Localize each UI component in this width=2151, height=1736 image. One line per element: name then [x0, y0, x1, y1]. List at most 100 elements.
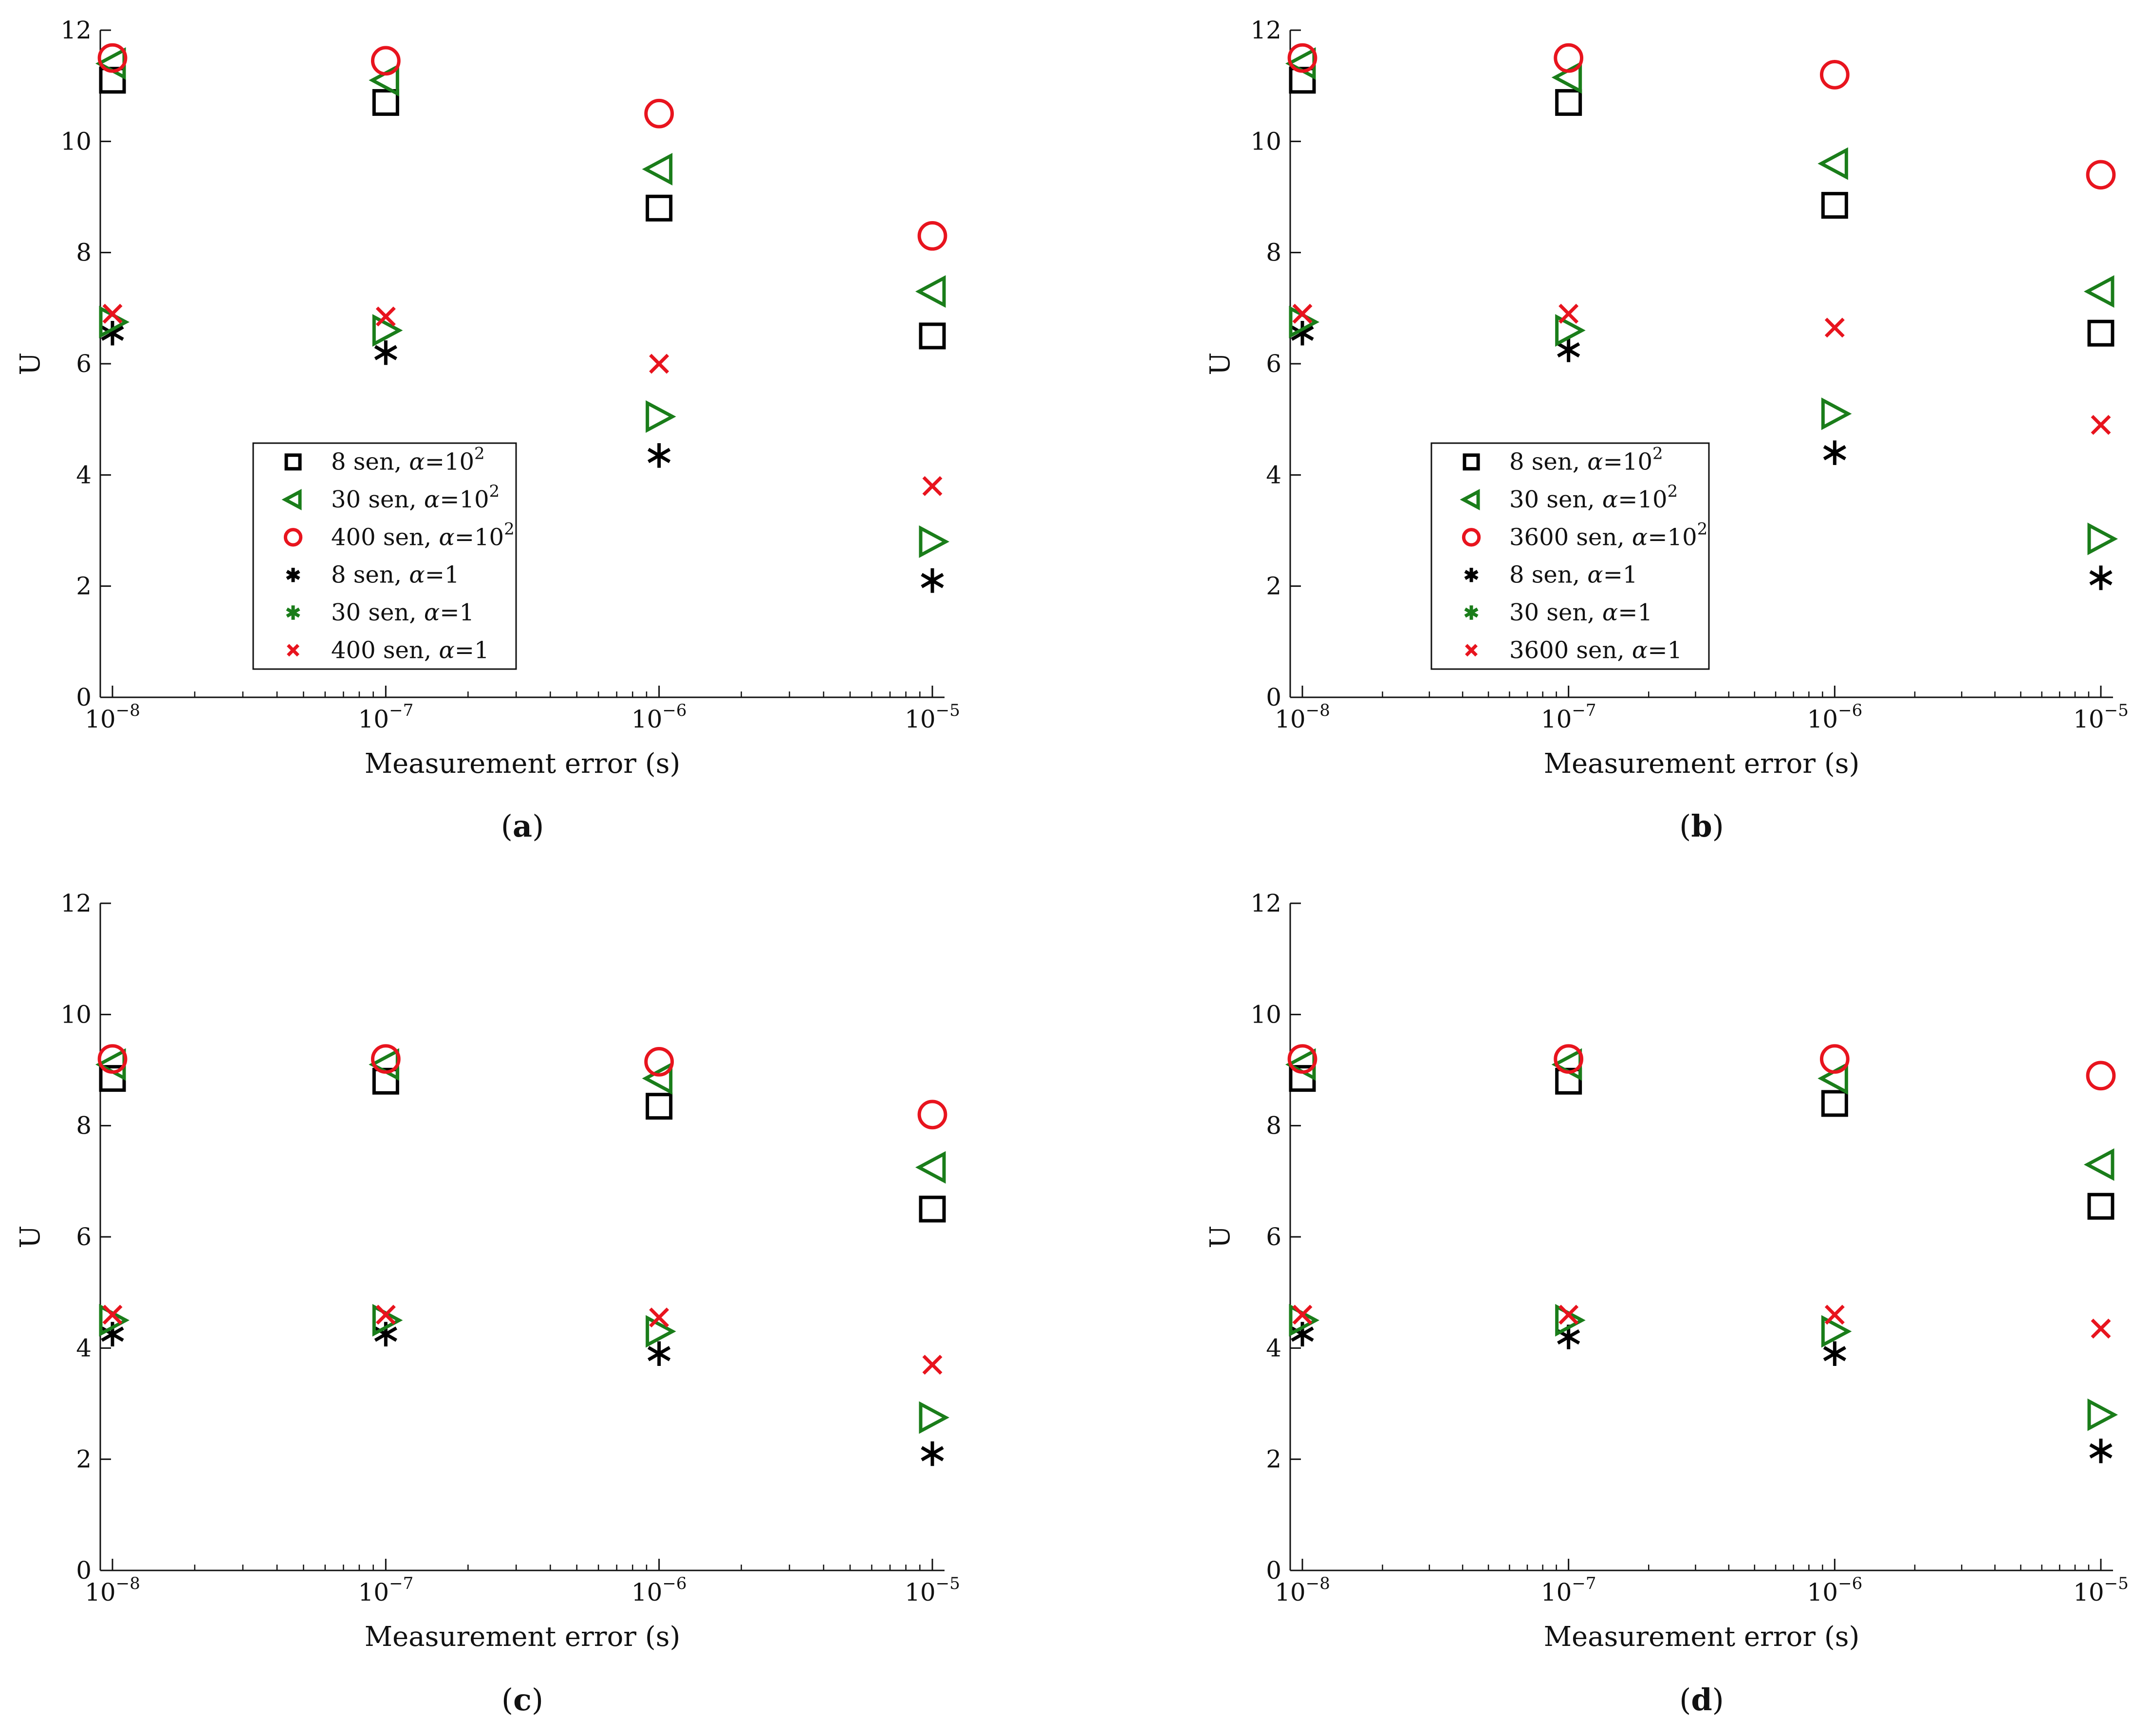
legend-label: 400 sen, α=1 [331, 636, 489, 664]
data-point [649, 354, 669, 374]
data-point [2087, 1398, 2118, 1431]
chart-panel-b: 0 2 4 6 8 10 12 10−8 10−7 10−6 10−5 U Measurement er… [1205, 16, 2129, 844]
y-tick-label: 12 [60, 16, 92, 44]
legend-label: 8 sen, α=102 [331, 444, 485, 476]
legend-label: 8 sen, α=1 [331, 561, 459, 589]
data-point [1817, 147, 1848, 180]
data-point [646, 1093, 673, 1120]
data-point [102, 303, 123, 324]
data-point [2086, 160, 2116, 190]
data-point [2091, 1318, 2111, 1339]
data-point [371, 1044, 401, 1074]
y-axis-label: U [15, 1225, 46, 1248]
legend-marker [287, 644, 299, 657]
y-tick-label: 0 [1266, 1556, 1281, 1585]
x-tick-label: 10−5 [2073, 1574, 2129, 1606]
legend-marker [284, 453, 302, 471]
y-axis-label: U [15, 352, 46, 375]
legend-label: 30 sen, α=1 [1509, 599, 1652, 626]
x-axis-label: Measurement error (s) [365, 748, 681, 780]
legend: 8 sen, α=102 30 sen, α=102 3600 sen, α=102… [1430, 442, 1710, 670]
legend-marker [1464, 605, 1479, 620]
x-axis-label: Measurement error (s) [1544, 1621, 1860, 1653]
y-tick-label: 12 [60, 889, 92, 917]
data-point [375, 1305, 396, 1325]
chart-panel-c: 0 2 4 6 8 10 12 10−8 10−7 10−6 10−5 U Measurement er… [15, 889, 960, 1717]
data-point [1287, 43, 1317, 73]
data-point [95, 1048, 126, 1081]
data-point [1292, 1305, 1313, 1325]
legend-label: 3600 sen, α=1 [1509, 636, 1682, 664]
y-tick-label: 10 [60, 127, 92, 155]
data-point [1821, 397, 1852, 430]
y-tick-label: 0 [76, 683, 92, 711]
x-tick-label: 10−8 [85, 1574, 140, 1606]
data-point [372, 89, 399, 116]
y-tick-label: 6 [76, 1223, 92, 1251]
y-tick-label: 8 [1266, 239, 1281, 267]
data-point [2087, 1193, 2114, 1220]
legend-marker [281, 489, 302, 510]
y-tick-label: 2 [76, 1445, 92, 1474]
data-point [919, 1195, 946, 1223]
data-point [2089, 565, 2113, 590]
panel-label: (d) [1679, 1682, 1724, 1717]
y-tick-label: 4 [1266, 461, 1281, 489]
y-tick-label: 4 [76, 1334, 92, 1362]
data-point [1824, 1305, 1845, 1325]
y-tick-label: 12 [1250, 16, 1281, 44]
y-tick-label: 0 [1266, 683, 1281, 711]
data-point [1555, 314, 1586, 347]
x-tick-label: 10−6 [1807, 701, 1862, 733]
data-point [2087, 523, 2118, 556]
y-tick-label: 4 [1266, 1334, 1281, 1362]
legend-marker [1463, 453, 1480, 471]
y-tick-label: 6 [76, 350, 92, 378]
y-axis-label: U [1205, 1225, 1236, 1248]
data-point [1821, 1090, 1848, 1117]
y-tick-label: 10 [1250, 1000, 1281, 1028]
data-point [1287, 1044, 1317, 1074]
legend-label: 30 sen, α=102 [1509, 482, 1678, 513]
data-point [375, 306, 396, 327]
x-tick-label: 10−6 [1807, 1574, 1862, 1606]
legend-box [1430, 442, 1710, 670]
x-tick-label: 10−6 [631, 701, 687, 733]
y-tick-label: 2 [1266, 572, 1281, 600]
data-point [1289, 67, 1316, 94]
data-point [102, 1305, 123, 1325]
data-point [369, 1048, 399, 1081]
data-point [649, 1307, 669, 1328]
legend: 8 sen, α=102 30 sen, α=102 400 sen, α=102 8… [252, 442, 517, 670]
data-point [1285, 1048, 1316, 1081]
data-point [646, 1315, 676, 1348]
x-axis-label: Measurement error (s) [1544, 748, 1860, 780]
data-point [372, 1067, 399, 1095]
data-point [922, 476, 943, 496]
x-tick-label: 10−7 [1541, 701, 1596, 733]
data-point [1558, 303, 1579, 324]
legend-label: 30 sen, α=102 [331, 482, 500, 513]
legend-label: 8 sen, α=102 [1509, 444, 1663, 476]
data-point [1819, 1044, 1850, 1074]
data-point [646, 194, 673, 222]
x-tick-label: 10−5 [2073, 701, 2129, 733]
legend-marker [1462, 528, 1481, 547]
legend-label: 8 sen, α=1 [1509, 561, 1637, 589]
legend-box [252, 442, 517, 670]
y-tick-label: 10 [1250, 127, 1281, 155]
data-point [921, 1441, 944, 1466]
data-point [2089, 1438, 2113, 1463]
panel-label: (c) [501, 1682, 543, 1717]
legend-marker [1465, 644, 1478, 657]
data-point [648, 1341, 671, 1366]
data-point [917, 1100, 947, 1130]
y-tick-label: 12 [1250, 889, 1281, 917]
legend-marker [286, 567, 300, 582]
data-point [917, 221, 947, 251]
data-point [99, 67, 126, 94]
data-point [1554, 43, 1584, 73]
data-point [1821, 1315, 1852, 1348]
data-point [97, 1044, 128, 1074]
